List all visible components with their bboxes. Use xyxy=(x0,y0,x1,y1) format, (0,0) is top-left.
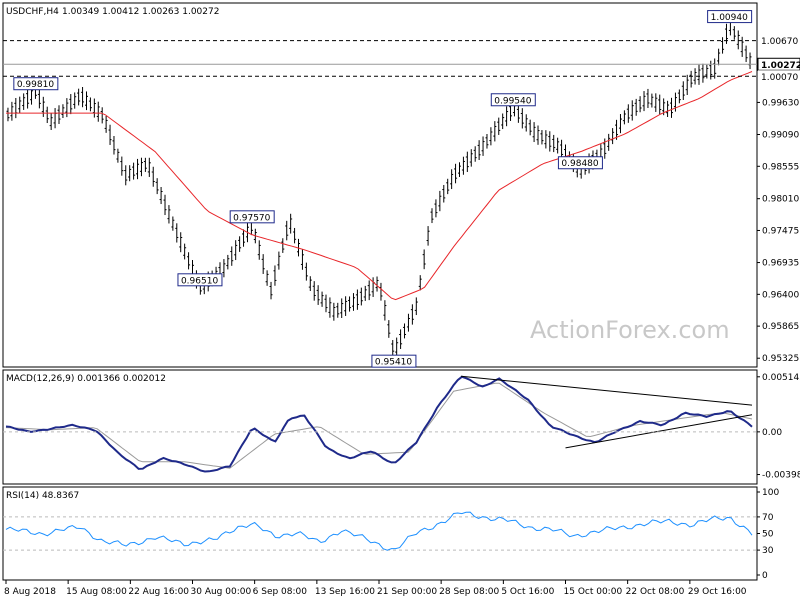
price-y-tick-label: 0.95865 xyxy=(762,322,799,332)
level-label-bg xyxy=(758,34,800,47)
macd-layer: 0.005145 0.00 -0.003989 xyxy=(3,373,800,481)
price-y-tick-label: 0.99090 xyxy=(762,131,799,141)
macd-panel xyxy=(2,369,758,485)
rsi-header: RSI(14) 48.8367 xyxy=(6,491,79,501)
rsi-y-tick-label: 0 xyxy=(762,571,768,581)
price-annotation-box xyxy=(229,210,275,224)
price-annotation-label: 0.97570 xyxy=(233,213,270,223)
price-annotation-label: 0.99810 xyxy=(17,80,54,90)
price-annotation-label: 0.95410 xyxy=(375,358,412,368)
price-header-symbol: USDCHF,H4 xyxy=(6,7,59,17)
level-label: 1.00272 xyxy=(761,61,800,71)
x-tick-label: 15 Oct 00:00 xyxy=(564,587,623,597)
watermark: ActionForex.com xyxy=(530,316,730,344)
price-y-tick-label: 0.99630 xyxy=(762,98,799,108)
price-header-ohlc: 1.00349 1.00412 1.00263 1.00272 xyxy=(62,7,219,17)
rsi-layer: 100 70 50 30 0 xyxy=(3,488,779,581)
level-label-bg xyxy=(757,57,800,71)
price-annotation-box xyxy=(490,93,536,107)
rsi-y-tick-label: 100 xyxy=(762,488,779,498)
axis-layer: 8 Aug 2018 15 Aug 08:00 22 Aug 16:00 30 Aug… xyxy=(4,580,747,597)
x-tick-label: 6 Sep 08:00 xyxy=(253,587,308,597)
rsi-y-tick-label: 50 xyxy=(762,530,774,540)
rsi-y-tick-label: 70 xyxy=(762,513,774,523)
x-tick-label: 29 Oct 16:00 xyxy=(688,587,747,597)
macd-trendline xyxy=(565,414,753,449)
price-y-tick-label: 0.95325 xyxy=(762,354,799,364)
price-annotation-label: 0.99540 xyxy=(494,96,531,106)
price-annotation-box xyxy=(371,354,417,368)
rsi-line xyxy=(5,511,753,551)
price-annotation-box xyxy=(557,156,603,170)
price-annotation-box xyxy=(13,77,59,91)
level-label-bg xyxy=(758,70,800,83)
x-tick-label: 22 Aug 16:00 xyxy=(128,587,189,597)
price-panel xyxy=(2,2,758,368)
rsi-panel xyxy=(2,486,758,581)
x-tick-label: 28 Sep 08:00 xyxy=(439,587,499,597)
x-tick-label: 5 Oct 16:00 xyxy=(501,587,554,597)
macd-header: MACD(12,26,9) 0.001366 0.002012 xyxy=(6,374,166,384)
price-annotation-label: 1.00940 xyxy=(711,13,748,23)
price-annotation-label: 0.96510 xyxy=(181,276,218,286)
price-annotation-box xyxy=(707,10,753,24)
x-tick-label: 13 Sep 16:00 xyxy=(315,587,375,597)
price-annotation-label: 0.98480 xyxy=(561,159,598,169)
macd-y-tick-label: -0.003989 xyxy=(762,471,800,481)
macd-trendline xyxy=(461,375,753,406)
x-tick-label: 21 Sep 00:00 xyxy=(377,587,437,597)
rsi-y-tick-label: 30 xyxy=(762,546,774,556)
x-tick-label: 22 Oct 08:00 xyxy=(626,587,685,597)
macd-y-tick-label: 0.00 xyxy=(762,428,782,438)
x-tick-label: 15 Aug 08:00 xyxy=(66,587,127,597)
x-tick-label: 8 Aug 2018 xyxy=(4,587,56,597)
macd-y-tick-label: 0.005145 xyxy=(762,373,800,383)
price-layer: 1.00670 1.00272 1.00070 0.99810 0.96510 0.975… xyxy=(3,10,800,368)
price-y-tick-label: 0.97475 xyxy=(762,226,799,236)
x-tick-label: 30 Aug 00:00 xyxy=(191,587,252,597)
price-y-tick-label: 0.96400 xyxy=(762,290,799,300)
moving-average-line xyxy=(6,71,753,301)
price-annotation-box xyxy=(177,273,223,287)
price-y-tick-label: 0.98010 xyxy=(762,195,799,205)
price-y-tick-label: 0.98555 xyxy=(762,162,799,172)
level-label: 1.00670 xyxy=(761,37,798,47)
macd-line xyxy=(5,375,753,473)
price-y-tick-label: 0.96935 xyxy=(762,259,799,269)
level-label: 1.00070 xyxy=(761,73,798,83)
